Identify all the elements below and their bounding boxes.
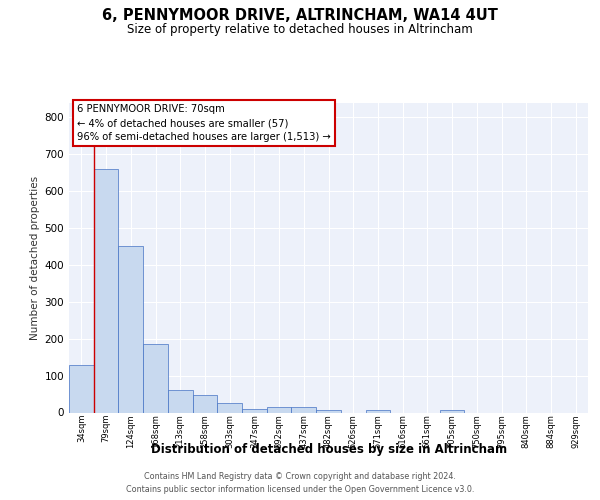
Bar (217, 402, 242, 412)
Bar (292, 407, 316, 412)
Bar (118, 246, 143, 412)
Bar (365, 410, 390, 412)
Text: Size of property relative to detached houses in Altrincham: Size of property relative to detached ho… (127, 22, 473, 36)
Bar (69, 366, 94, 412)
Y-axis label: Number of detached properties: Number of detached properties (31, 176, 40, 340)
Bar (193, 395, 217, 412)
Bar (267, 408, 292, 412)
Bar (94, 169, 118, 412)
Text: 6, PENNYMOOR DRIVE, ALTRINCHAM, WA14 4UT: 6, PENNYMOOR DRIVE, ALTRINCHAM, WA14 4UT (102, 8, 498, 22)
Bar (143, 344, 168, 412)
Bar (168, 390, 193, 412)
Text: Distribution of detached houses by size in Altrincham: Distribution of detached houses by size … (151, 442, 507, 456)
Bar (316, 410, 341, 412)
Bar (440, 410, 464, 412)
Bar (242, 409, 267, 412)
Text: Contains HM Land Registry data © Crown copyright and database right 2024.
Contai: Contains HM Land Registry data © Crown c… (126, 472, 474, 494)
Text: 6 PENNYMOOR DRIVE: 70sqm
← 4% of detached houses are smaller (57)
96% of semi-de: 6 PENNYMOOR DRIVE: 70sqm ← 4% of detache… (77, 104, 331, 142)
